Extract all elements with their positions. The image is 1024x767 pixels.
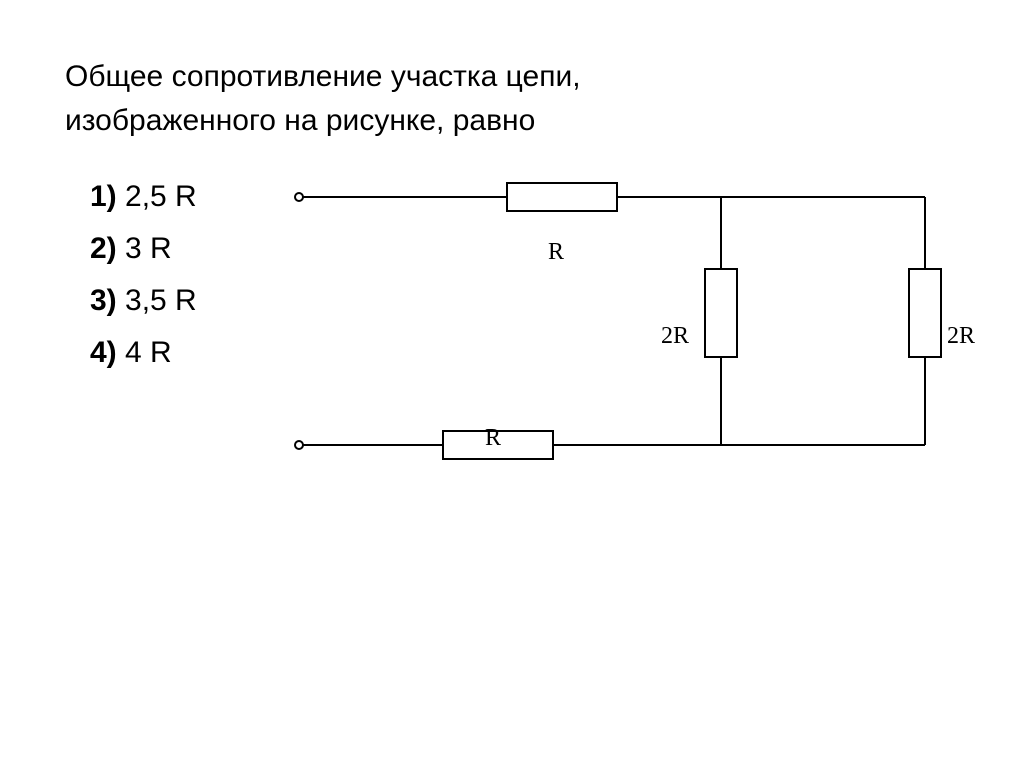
answer-options: 1) 2,5 R 2) 3 R 3) 3,5 R 4) 4 R	[90, 180, 197, 388]
option-3-text: 3,5 R	[117, 284, 197, 317]
option-3-num: 3)	[90, 284, 117, 317]
resistor-label: R	[548, 239, 564, 266]
option-1-text: 2,5 R	[117, 180, 197, 213]
option-2-num: 2)	[90, 232, 117, 265]
question-line-2: изображенного на рисунке, равно	[65, 99, 581, 143]
circuit-diagram: R R 2R 2R	[285, 175, 985, 515]
resistor-label: 2R	[661, 323, 689, 350]
option-4: 4) 4 R	[90, 336, 197, 370]
question-text: Общее сопротивление участка цепи, изобра…	[65, 55, 581, 142]
option-1: 1) 2,5 R	[90, 180, 197, 214]
option-4-num: 4)	[90, 336, 117, 369]
option-4-text: 4 R	[117, 336, 172, 369]
option-2: 2) 3 R	[90, 232, 197, 266]
resistor-label: 2R	[947, 323, 975, 350]
option-1-num: 1)	[90, 180, 117, 213]
option-2-text: 3 R	[117, 232, 172, 265]
resistor-label: R	[485, 425, 501, 452]
question-line-1: Общее сопротивление участка цепи,	[65, 55, 581, 99]
circuit-svg	[285, 175, 985, 515]
option-3: 3) 3,5 R	[90, 284, 197, 318]
